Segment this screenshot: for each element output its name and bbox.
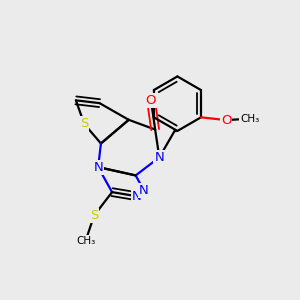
Text: O: O	[221, 114, 231, 127]
Text: S: S	[90, 209, 98, 222]
Text: N: N	[93, 160, 103, 174]
Text: CH₃: CH₃	[240, 114, 259, 124]
Text: S: S	[80, 118, 88, 130]
Text: N: N	[154, 151, 164, 164]
Text: CH₃: CH₃	[76, 236, 95, 246]
Text: N: N	[139, 184, 149, 197]
Text: N: N	[132, 190, 142, 203]
Text: O: O	[146, 94, 156, 107]
